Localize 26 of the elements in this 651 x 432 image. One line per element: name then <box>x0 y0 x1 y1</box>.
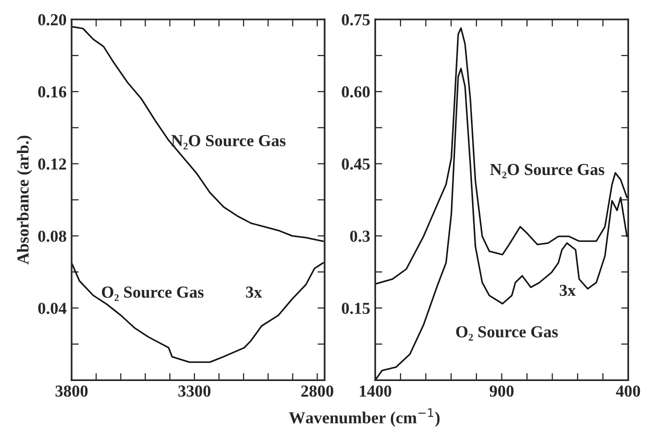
annotation: N₂O Source Gas <box>171 135 286 150</box>
y-tick-label: 0.45 <box>342 158 370 170</box>
annotation: O₂ Source Gas <box>102 286 204 301</box>
x-tick-label: 3300 <box>178 386 210 397</box>
y-tick-label: 0.12 <box>38 158 66 170</box>
y-tick-label: 0.3 <box>350 230 370 242</box>
y-tick-label: 0.08 <box>38 230 66 242</box>
y-tick-label: 0.60 <box>342 86 370 98</box>
line-series <box>72 262 324 363</box>
x-axis-title: Wavenumber (cm$^{−1}$) <box>288 408 440 427</box>
annotation: 3x <box>246 286 262 298</box>
y-tick-label: 0.20 <box>38 14 66 26</box>
x-tick-label: 3800 <box>56 386 88 397</box>
annotation: N₂O Source Gas <box>490 164 604 178</box>
x-tick-label: 400 <box>616 386 640 397</box>
x-tick-label: 900 <box>490 386 514 397</box>
annotation: O₂ Source Gas <box>456 326 558 341</box>
x-tick-label: 1400 <box>360 386 392 397</box>
y-tick-label: 0.16 <box>38 86 66 98</box>
line-series <box>72 26 324 242</box>
annotation: 3x <box>560 284 576 296</box>
y-axis-title: Absorbance (arb.) <box>16 136 32 264</box>
y-tick-label: 0.75 <box>342 14 370 26</box>
y-tick-label: 0.04 <box>38 302 66 314</box>
x-tick-label: 2800 <box>301 386 334 397</box>
y-tick-label: 0.15 <box>342 302 370 314</box>
